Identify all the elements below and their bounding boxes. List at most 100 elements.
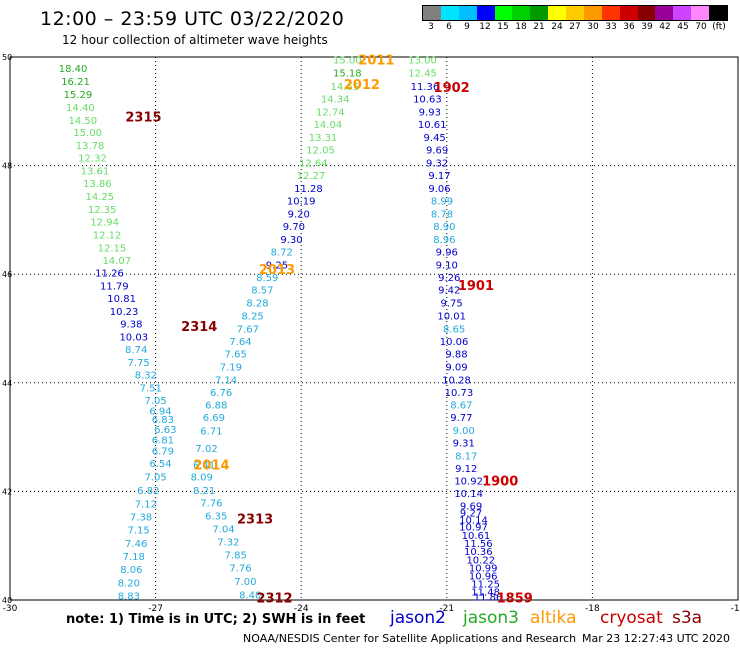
swh-label: 7.76 <box>229 563 251 574</box>
pass-label: 2011 <box>358 54 394 69</box>
legend-swatch <box>476 6 495 20</box>
legend-swatch <box>566 6 584 20</box>
legend-tick-label: 30 <box>587 22 599 32</box>
swh-label: 6.81 <box>152 435 174 446</box>
pass-label: 2313 <box>237 513 273 528</box>
satellite-legend-s3a: s3a <box>672 608 703 628</box>
swh-label: 9.45 <box>424 133 446 144</box>
swh-label: 10.22 <box>466 555 495 566</box>
legend-tick-label: 33 <box>605 22 617 32</box>
swh-label: 10.14 <box>459 516 488 527</box>
swh-label: 8.74 <box>125 345 147 356</box>
color-scale-ticks: 3 6 9 12 15 18 21 24 27 30 33 36 39 42 45 70 (ft) <box>422 21 728 33</box>
swh-label: 10.99 <box>469 563 498 574</box>
swh-label: 8.17 <box>455 452 477 463</box>
swh-label: 9.00 <box>453 426 475 437</box>
swh-label: 10.14 <box>454 489 483 500</box>
swh-label: 8.20 <box>118 579 140 590</box>
swh-label: 13.78 <box>76 141 105 152</box>
swh-label: 18.40 <box>59 64 88 75</box>
legend-swatch <box>709 6 727 20</box>
swh-label: 14.25 <box>85 192 114 203</box>
color-scale-bar <box>422 5 728 21</box>
y-tick-label: 48 <box>2 162 12 171</box>
legend-swatch <box>637 6 656 20</box>
swh-label: 8.06 <box>120 565 142 576</box>
swh-label: 10.73 <box>445 388 474 399</box>
legend-swatch <box>440 6 459 20</box>
y-tick-label: 50 <box>2 53 12 62</box>
swh-label: 14.04 <box>314 120 343 131</box>
swh-label: 13.31 <box>309 133 338 144</box>
swh-label: 8.09 <box>191 473 213 484</box>
pass-label: 1902 <box>434 81 470 96</box>
legend-swatch <box>458 6 477 20</box>
swh-label: 8.99 <box>431 196 453 207</box>
swh-label: 7.00 <box>234 577 256 588</box>
legend-swatch <box>619 6 638 20</box>
swh-label: 12.94 <box>90 218 119 229</box>
pass-label: 1900 <box>482 475 518 490</box>
swh-label: 9.75 <box>441 298 463 309</box>
legend-swatch <box>548 6 566 20</box>
swh-label: 9.69 <box>460 502 482 513</box>
swh-label: 8.21 <box>193 486 215 497</box>
swh-label: 10.92 <box>454 477 483 488</box>
swh-label: 11.48 <box>471 587 500 598</box>
legend-tick-label: 45 <box>677 22 689 32</box>
footer-credit: NOAA/NESDIS Center for Satellite Applica… <box>243 632 577 645</box>
swh-label: 8.25 <box>242 311 264 322</box>
satellite-legend-altika: altika <box>530 608 577 628</box>
swh-label: 7.04 <box>212 524 234 535</box>
swh-label: 8.83 <box>118 592 140 603</box>
swh-label: 8.67 <box>450 401 472 412</box>
legend-swatch <box>601 6 620 20</box>
swh-label: 7.15 <box>127 525 149 536</box>
swh-label: 8.57 <box>251 285 273 296</box>
swh-label: 9.31 <box>453 439 475 450</box>
swh-label: 10.03 <box>119 333 148 344</box>
swh-label: 8.78 <box>431 209 453 220</box>
swh-label: 10.96 <box>469 572 498 583</box>
swh-label: 12.32 <box>78 153 107 164</box>
swh-label: 6.82 <box>137 486 159 497</box>
plot-frame <box>9 56 739 601</box>
swh-label: 15.00 <box>73 128 102 139</box>
swh-label: 7.67 <box>237 325 259 336</box>
swh-label: 8.96 <box>433 235 455 246</box>
legend-swatch <box>655 6 674 20</box>
legend-swatch <box>583 6 602 20</box>
legend-swatch <box>691 6 709 20</box>
swh-label: 7.18 <box>123 552 145 563</box>
swh-label: 13.86 <box>83 179 112 190</box>
swh-label: 6.71 <box>200 427 222 438</box>
chart-title: 12:00 – 23:59 UTC 03/22/2020 <box>40 8 345 30</box>
color-scale-legend: 3 6 9 12 15 18 21 24 27 30 33 36 39 42 45 70 (ft) <box>422 5 728 35</box>
swh-label: 8.40 <box>239 591 261 602</box>
legend-tick-label: 27 <box>569 22 581 32</box>
legend-swatch <box>512 6 531 20</box>
swh-label: 14.34 <box>321 94 350 105</box>
swh-label: 12.74 <box>316 107 345 118</box>
pass-label: 1859 <box>497 591 533 606</box>
x-tick-label: -24 <box>294 604 309 614</box>
swh-label: 10.97 <box>459 523 488 534</box>
pass-label: 2315 <box>125 111 161 126</box>
legend-tick-label: 3 <box>428 22 434 32</box>
pass-label: 2314 <box>181 320 217 335</box>
legend-tick-label: 39 <box>641 22 653 32</box>
swh-label: 11.36 <box>411 82 440 93</box>
legend-tick-label: 21 <box>533 22 545 32</box>
swh-label: 11.86 <box>474 593 503 604</box>
swh-label: 7.75 <box>127 358 149 369</box>
x-tick-label: -18 <box>585 604 600 614</box>
footer-timestamp: Mar 23 12:27:43 UTC 2020 <box>582 632 730 645</box>
swh-label: 8.90 <box>433 222 455 233</box>
swh-label: 15.29 <box>64 90 93 101</box>
swh-label: 11.79 <box>100 282 129 293</box>
swh-label: 7.02 <box>195 444 217 455</box>
x-tick-label: -21 <box>439 604 454 614</box>
x-tick-label: -27 <box>148 604 163 614</box>
